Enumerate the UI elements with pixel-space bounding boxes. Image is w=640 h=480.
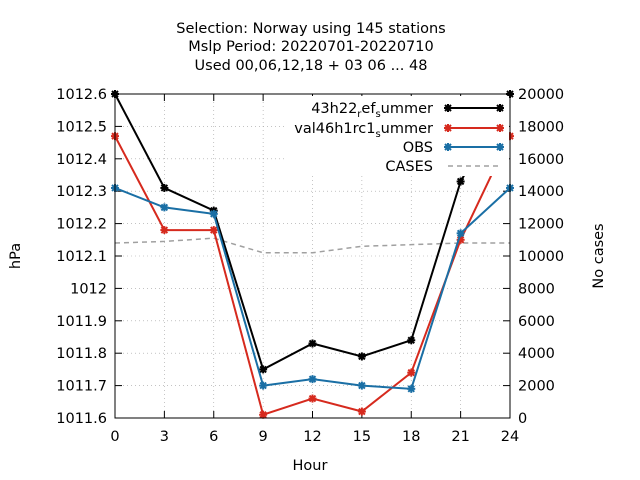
data-point: [407, 368, 416, 377]
axis-ticks: 1011.6 1011.7 1011.8 1011.9 1012 1012.1 1012.2…: [56, 87, 564, 445]
y-tick-label: 1011.7: [56, 379, 107, 395]
data-point: [456, 229, 465, 238]
x-tick-label: 9: [259, 429, 268, 445]
data-point: [308, 339, 317, 348]
data-point: [357, 407, 366, 416]
y2-tick-label: 14000: [518, 184, 564, 200]
x-tick-label: 6: [209, 429, 218, 445]
x-tick-label: 15: [353, 429, 371, 445]
y2-tick-label: 20000: [518, 87, 564, 103]
data-point: [308, 394, 317, 403]
grid: [115, 94, 510, 418]
y2-axis-label: No cases: [591, 223, 607, 288]
data-point: [259, 410, 268, 419]
y-tick-label: 1012.2: [56, 217, 107, 233]
y-tick-label: 1012.6: [56, 87, 107, 103]
legend-label: OBS: [403, 140, 433, 156]
data-point: [444, 104, 452, 112]
y2-tick-label: 8000: [518, 281, 555, 297]
x-tick-label: 12: [303, 429, 321, 445]
legend-background: [285, 96, 509, 176]
y-tick-label: 1011.8: [56, 346, 107, 362]
data-point: [160, 183, 169, 192]
title-line-2: Mslp Period: 20220701-20220710: [188, 39, 433, 55]
data-point: [160, 203, 169, 212]
data-point: [496, 124, 504, 132]
y-tick-label: 1012.1: [56, 249, 107, 265]
data-point: [357, 352, 366, 361]
y2-tick-label: 12000: [518, 217, 564, 233]
y-tick-label: 1012.4: [56, 152, 107, 168]
data-point: [308, 375, 317, 384]
data-point: [259, 381, 268, 390]
series-line: [114, 237, 510, 254]
data-point: [444, 124, 452, 132]
data-point: [407, 336, 416, 345]
data-point: [496, 143, 504, 151]
legend-entry: CASES: [385, 159, 500, 175]
series-2: [111, 183, 514, 393]
data-point: [357, 381, 366, 390]
x-axis-label: Hour: [293, 458, 328, 474]
data-point: [259, 365, 268, 374]
y2-tick-label: 2000: [518, 379, 555, 395]
chart-title: Selection: Norway using 145 stations Msl…: [176, 21, 445, 74]
legend-entry: 43h22refsummer: [311, 101, 504, 120]
y2-tick-label: 4000: [518, 346, 555, 362]
legend-label: CASES: [385, 159, 433, 175]
legend-entry: OBS: [403, 140, 504, 156]
data-point: [456, 177, 465, 186]
y-tick-label: 1012.3: [56, 184, 107, 200]
data-point: [209, 209, 218, 218]
y2-tick-label: 10000: [518, 249, 564, 265]
legend-entry: val46h1rc1summer: [294, 121, 504, 140]
x-tick-label: 24: [501, 429, 519, 445]
y-axis-label: hPa: [8, 243, 24, 269]
y2-tick-label: 0: [518, 411, 527, 427]
data-point: [209, 226, 218, 235]
data-point: [160, 226, 169, 235]
y2-tick-label: 16000: [518, 152, 564, 168]
y-tick-label: 1012.5: [56, 119, 107, 135]
title-line-3: Used 00,06,12,18 + 03 06 ... 48: [195, 58, 428, 74]
plot-frame: [114, 93, 511, 419]
title-line-1: Selection: Norway using 145 stations: [176, 21, 445, 37]
legend-label: val46h1rc1summer: [294, 121, 433, 140]
legend-label: 43h22refsummer: [311, 101, 433, 120]
y2-tick-label: 6000: [518, 314, 555, 330]
data-point: [444, 143, 452, 151]
y2-tick-label: 18000: [518, 119, 564, 135]
x-tick-label: 18: [402, 429, 420, 445]
data-point: [407, 384, 416, 393]
y-tick-label: 1011.9: [56, 314, 107, 330]
data-point: [496, 104, 504, 112]
x-tick-label: 0: [110, 429, 119, 445]
series-3: [114, 237, 510, 254]
y-tick-label: 1011.6: [56, 411, 107, 427]
y-tick-label: 1012: [70, 281, 107, 297]
x-tick-label: 21: [451, 429, 469, 445]
x-tick-label: 3: [160, 429, 169, 445]
